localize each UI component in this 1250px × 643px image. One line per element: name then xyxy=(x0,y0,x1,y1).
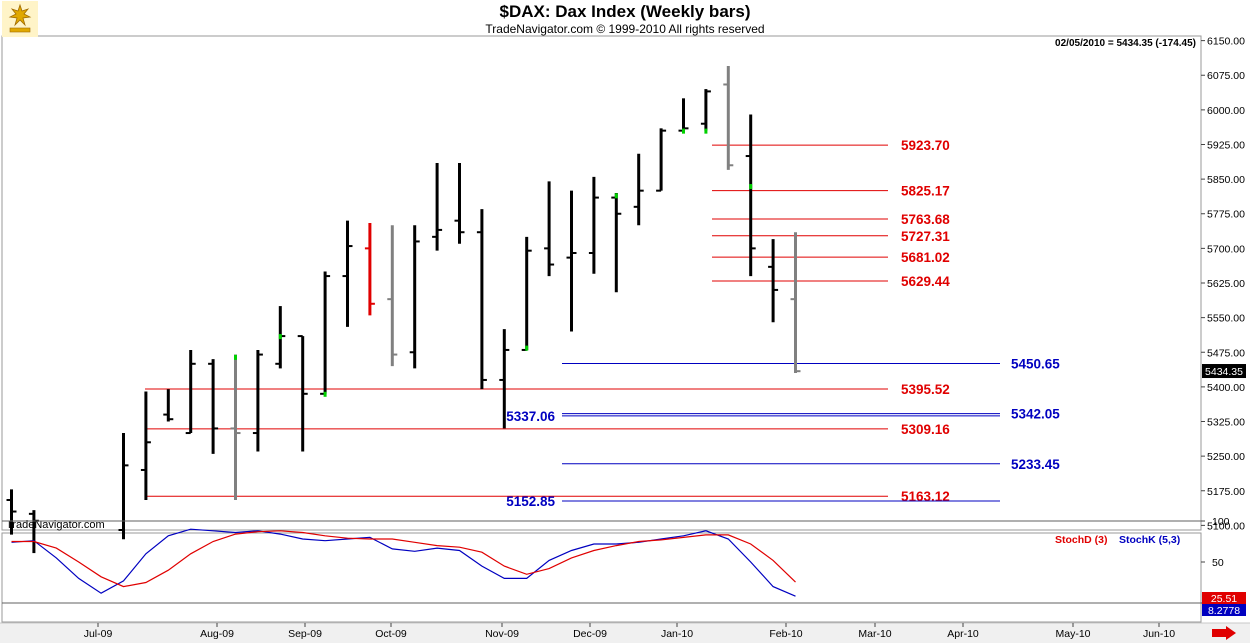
chart-title: $DAX: Dax Index (Weekly bars) xyxy=(499,2,751,21)
stochd-legend: StochD (3) xyxy=(1055,534,1108,546)
stochd-value-box xyxy=(1202,592,1246,604)
signal-mark xyxy=(525,345,529,351)
price-axis-label: 5325.00 xyxy=(1207,417,1245,429)
signal-mark xyxy=(323,391,327,397)
stochastic-axis-label: 50 xyxy=(1212,557,1224,569)
level-label: 5923.70 xyxy=(901,138,950,153)
level-label: 5681.02 xyxy=(901,250,950,265)
price-axis-label: 5775.00 xyxy=(1207,209,1245,221)
level-label: 5342.05 xyxy=(1011,407,1060,422)
price-axis-label: 5175.00 xyxy=(1207,486,1245,498)
price-axis-label: 5925.00 xyxy=(1207,139,1245,151)
level-label: 5825.17 xyxy=(901,184,950,199)
date-axis-label: Apr-10 xyxy=(947,628,979,640)
stochk-value-box xyxy=(1202,604,1246,616)
stochk-legend: StochK (5,3) xyxy=(1119,534,1180,546)
price-axis-label: 5100.00 xyxy=(1207,520,1245,532)
level-label: 5152.85 xyxy=(506,494,555,509)
price-axis-label: 6075.00 xyxy=(1207,70,1245,82)
date-axis-label: Nov-09 xyxy=(485,628,519,640)
signal-mark xyxy=(682,128,685,134)
level-label: 5233.45 xyxy=(1011,457,1060,472)
price-axis-label: 5475.00 xyxy=(1207,347,1245,359)
date-axis-strip xyxy=(0,623,1250,643)
signal-mark xyxy=(704,128,708,134)
date-axis-label: Aug-09 xyxy=(200,628,234,640)
date-axis-label: Oct-09 xyxy=(375,628,407,640)
chart-subtitle: TradeNavigator.com © 1999-2010 All right… xyxy=(485,22,765,36)
price-axis-label: 5250.00 xyxy=(1207,451,1245,463)
signal-mark xyxy=(278,334,282,340)
date-axis-label: Jun-10 xyxy=(1143,628,1175,640)
level-label: 5450.65 xyxy=(1011,356,1060,371)
date-axis-label: Mar-10 xyxy=(858,628,891,640)
signal-mark xyxy=(749,184,753,190)
stochd-line xyxy=(11,530,796,588)
level-label: 5395.52 xyxy=(901,382,950,397)
level-label: 5763.68 xyxy=(901,212,950,227)
scroll-right-arrow-icon[interactable] xyxy=(1212,626,1236,640)
level-label: 5163.12 xyxy=(901,489,950,504)
stochk-line xyxy=(11,528,796,597)
price-axis-label: 5700.00 xyxy=(1207,243,1245,255)
level-label: 5727.31 xyxy=(901,229,950,244)
price-axis-label: 5625.00 xyxy=(1207,278,1245,290)
date-axis-label: Feb-10 xyxy=(769,628,802,640)
signal-mark xyxy=(234,354,237,360)
trade-navigator-logo-icon[interactable] xyxy=(2,1,38,37)
date-axis-label: Sep-09 xyxy=(288,628,322,640)
ohlc-bars xyxy=(6,66,801,554)
stochd-value: 25.51 xyxy=(1211,593,1237,605)
date-axis-label: Dec-09 xyxy=(573,628,607,640)
last-bar-readout: 02/05/2010 = 5434.35 (-174.45) xyxy=(1055,38,1196,49)
price-axis-label: 5850.00 xyxy=(1207,174,1245,186)
price-axis-label: 5550.00 xyxy=(1207,313,1245,325)
level-label: 5337.06 xyxy=(506,409,555,424)
last-price-label: 5434.35 xyxy=(1205,366,1243,378)
signal-mark xyxy=(614,193,618,199)
last-price-box xyxy=(1202,364,1246,379)
date-axis-label: Jul-09 xyxy=(84,628,113,640)
date-axis-label: May-10 xyxy=(1055,628,1090,640)
price-axis-label: 5400.00 xyxy=(1207,382,1245,394)
price-axis-label: 6150.00 xyxy=(1207,36,1245,48)
stochk-value: 8.2778 xyxy=(1208,605,1240,617)
price-panel-frame xyxy=(1,35,1202,531)
stochastic-panel-frame xyxy=(1,532,1202,623)
price-axis-label: 6000.00 xyxy=(1207,105,1245,117)
level-label: 5629.44 xyxy=(901,274,950,289)
date-axis-label: Jan-10 xyxy=(661,628,693,640)
level-label: 5309.16 xyxy=(901,422,950,437)
stochastic-axis-label: 100 xyxy=(1212,516,1230,528)
watermark-text: TradeNavigator.com xyxy=(6,519,105,531)
